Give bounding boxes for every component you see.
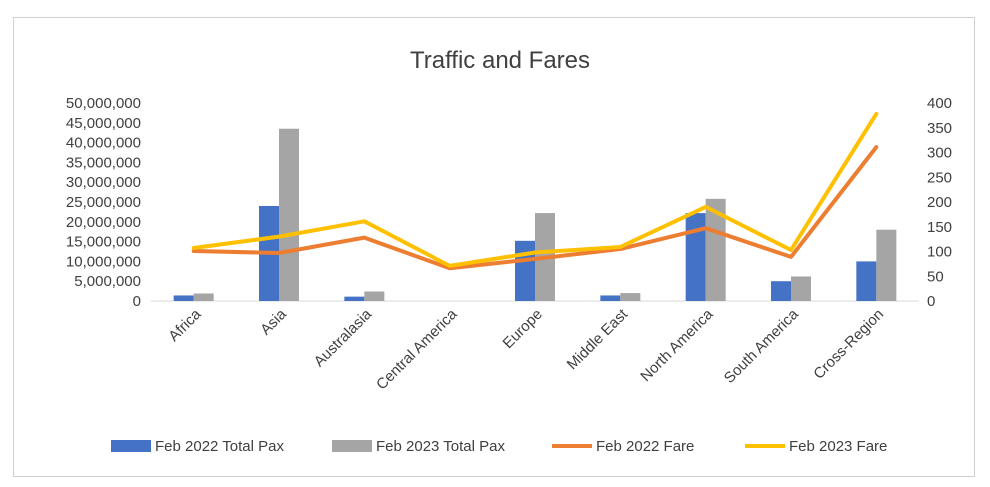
category-label: Middle East: [564, 305, 632, 373]
right-axis-tick-label: 50: [927, 268, 944, 285]
bar-feb-2022-total-pax: [173, 295, 194, 301]
bar-feb-2023-total-pax: [791, 276, 811, 301]
bar-series: [173, 128, 897, 301]
left-axis-tick-label: 0: [133, 293, 141, 310]
left-axis-tick-label: 50,000,000: [66, 95, 141, 112]
category-label: Cross-Region: [810, 306, 887, 383]
bar-feb-2022-total-pax: [515, 240, 535, 301]
line-series: [191, 111, 879, 271]
right-axis-tick-label: 100: [927, 244, 952, 261]
legend-label: Feb 2023 Fare: [789, 438, 887, 455]
bar-feb-2022-total-pax: [771, 281, 791, 301]
right-axis-tick-label: 400: [927, 95, 952, 112]
category-label: Europe: [500, 306, 546, 352]
left-axis-tick-label: 25,000,000: [66, 194, 141, 211]
chart-canvas: Traffic and Fares 0 5,000,000 10,000,000 15…: [66, 47, 952, 455]
right-axis-tick-label: 150: [927, 219, 952, 236]
bar-feb-2023-total-pax: [620, 293, 641, 301]
line-feb-2023-fare: [191, 111, 879, 268]
bar-feb-2023-total-pax: [876, 229, 897, 301]
bar-feb-2022-total-pax: [344, 296, 365, 301]
legend-label: Feb 2023 Total Pax: [376, 438, 505, 455]
right-axis-tick-label: 250: [927, 169, 952, 186]
category-label: Australasia: [311, 305, 376, 370]
left-axis-tick-label: 5,000,000: [74, 273, 141, 290]
left-axis-tick-label: 40,000,000: [66, 135, 141, 152]
right-axis-tick-label: 350: [927, 120, 952, 137]
bar-feb-2022-total-pax: [600, 295, 621, 301]
left-axis-tick-label: 45,000,000: [66, 115, 141, 132]
left-axis-tick-label: 15,000,000: [66, 234, 141, 251]
left-axis-tick-label: 35,000,000: [66, 154, 141, 171]
line-feb-2022-fare: [191, 145, 879, 271]
category-label: Central America: [373, 305, 461, 393]
right-axis-tick-label: 300: [927, 145, 952, 162]
left-axis-tick-label: 20,000,000: [66, 214, 141, 231]
category-label: South America: [721, 305, 802, 386]
legend: Feb 2022 Total Pax Feb 2023 Total Pax Feb …: [111, 438, 887, 455]
category-label: Asia: [257, 305, 290, 338]
category-label: Africa: [165, 305, 205, 345]
right-axis-tick-label: 200: [927, 194, 952, 211]
legend-label: Feb 2022 Total Pax: [155, 438, 284, 455]
legend-label: Feb 2022 Fare: [596, 438, 694, 455]
bar-feb-2023-total-pax: [193, 293, 214, 301]
legend-swatch: [332, 440, 372, 452]
bar-feb-2023-total-pax: [279, 128, 299, 301]
left-axis-tick-label: 30,000,000: [66, 174, 141, 191]
right-axis-tick-label: 0: [927, 293, 935, 310]
bar-feb-2023-total-pax: [364, 291, 385, 301]
bar-feb-2022-total-pax: [685, 213, 706, 301]
chart-area: Traffic and Fares 0 5,000,000 10,000,000 15…: [13, 17, 975, 477]
bar-feb-2023-total-pax: [705, 198, 726, 301]
left-axis-tick-label: 10,000,000: [66, 253, 141, 270]
bar-feb-2022-total-pax: [856, 261, 877, 301]
chart-title: Traffic and Fares: [410, 47, 590, 74]
legend-swatch: [111, 440, 151, 452]
right-axis: 0 50 100 150 200 250 300 350 400: [927, 95, 952, 310]
category-label: North America: [637, 305, 717, 385]
